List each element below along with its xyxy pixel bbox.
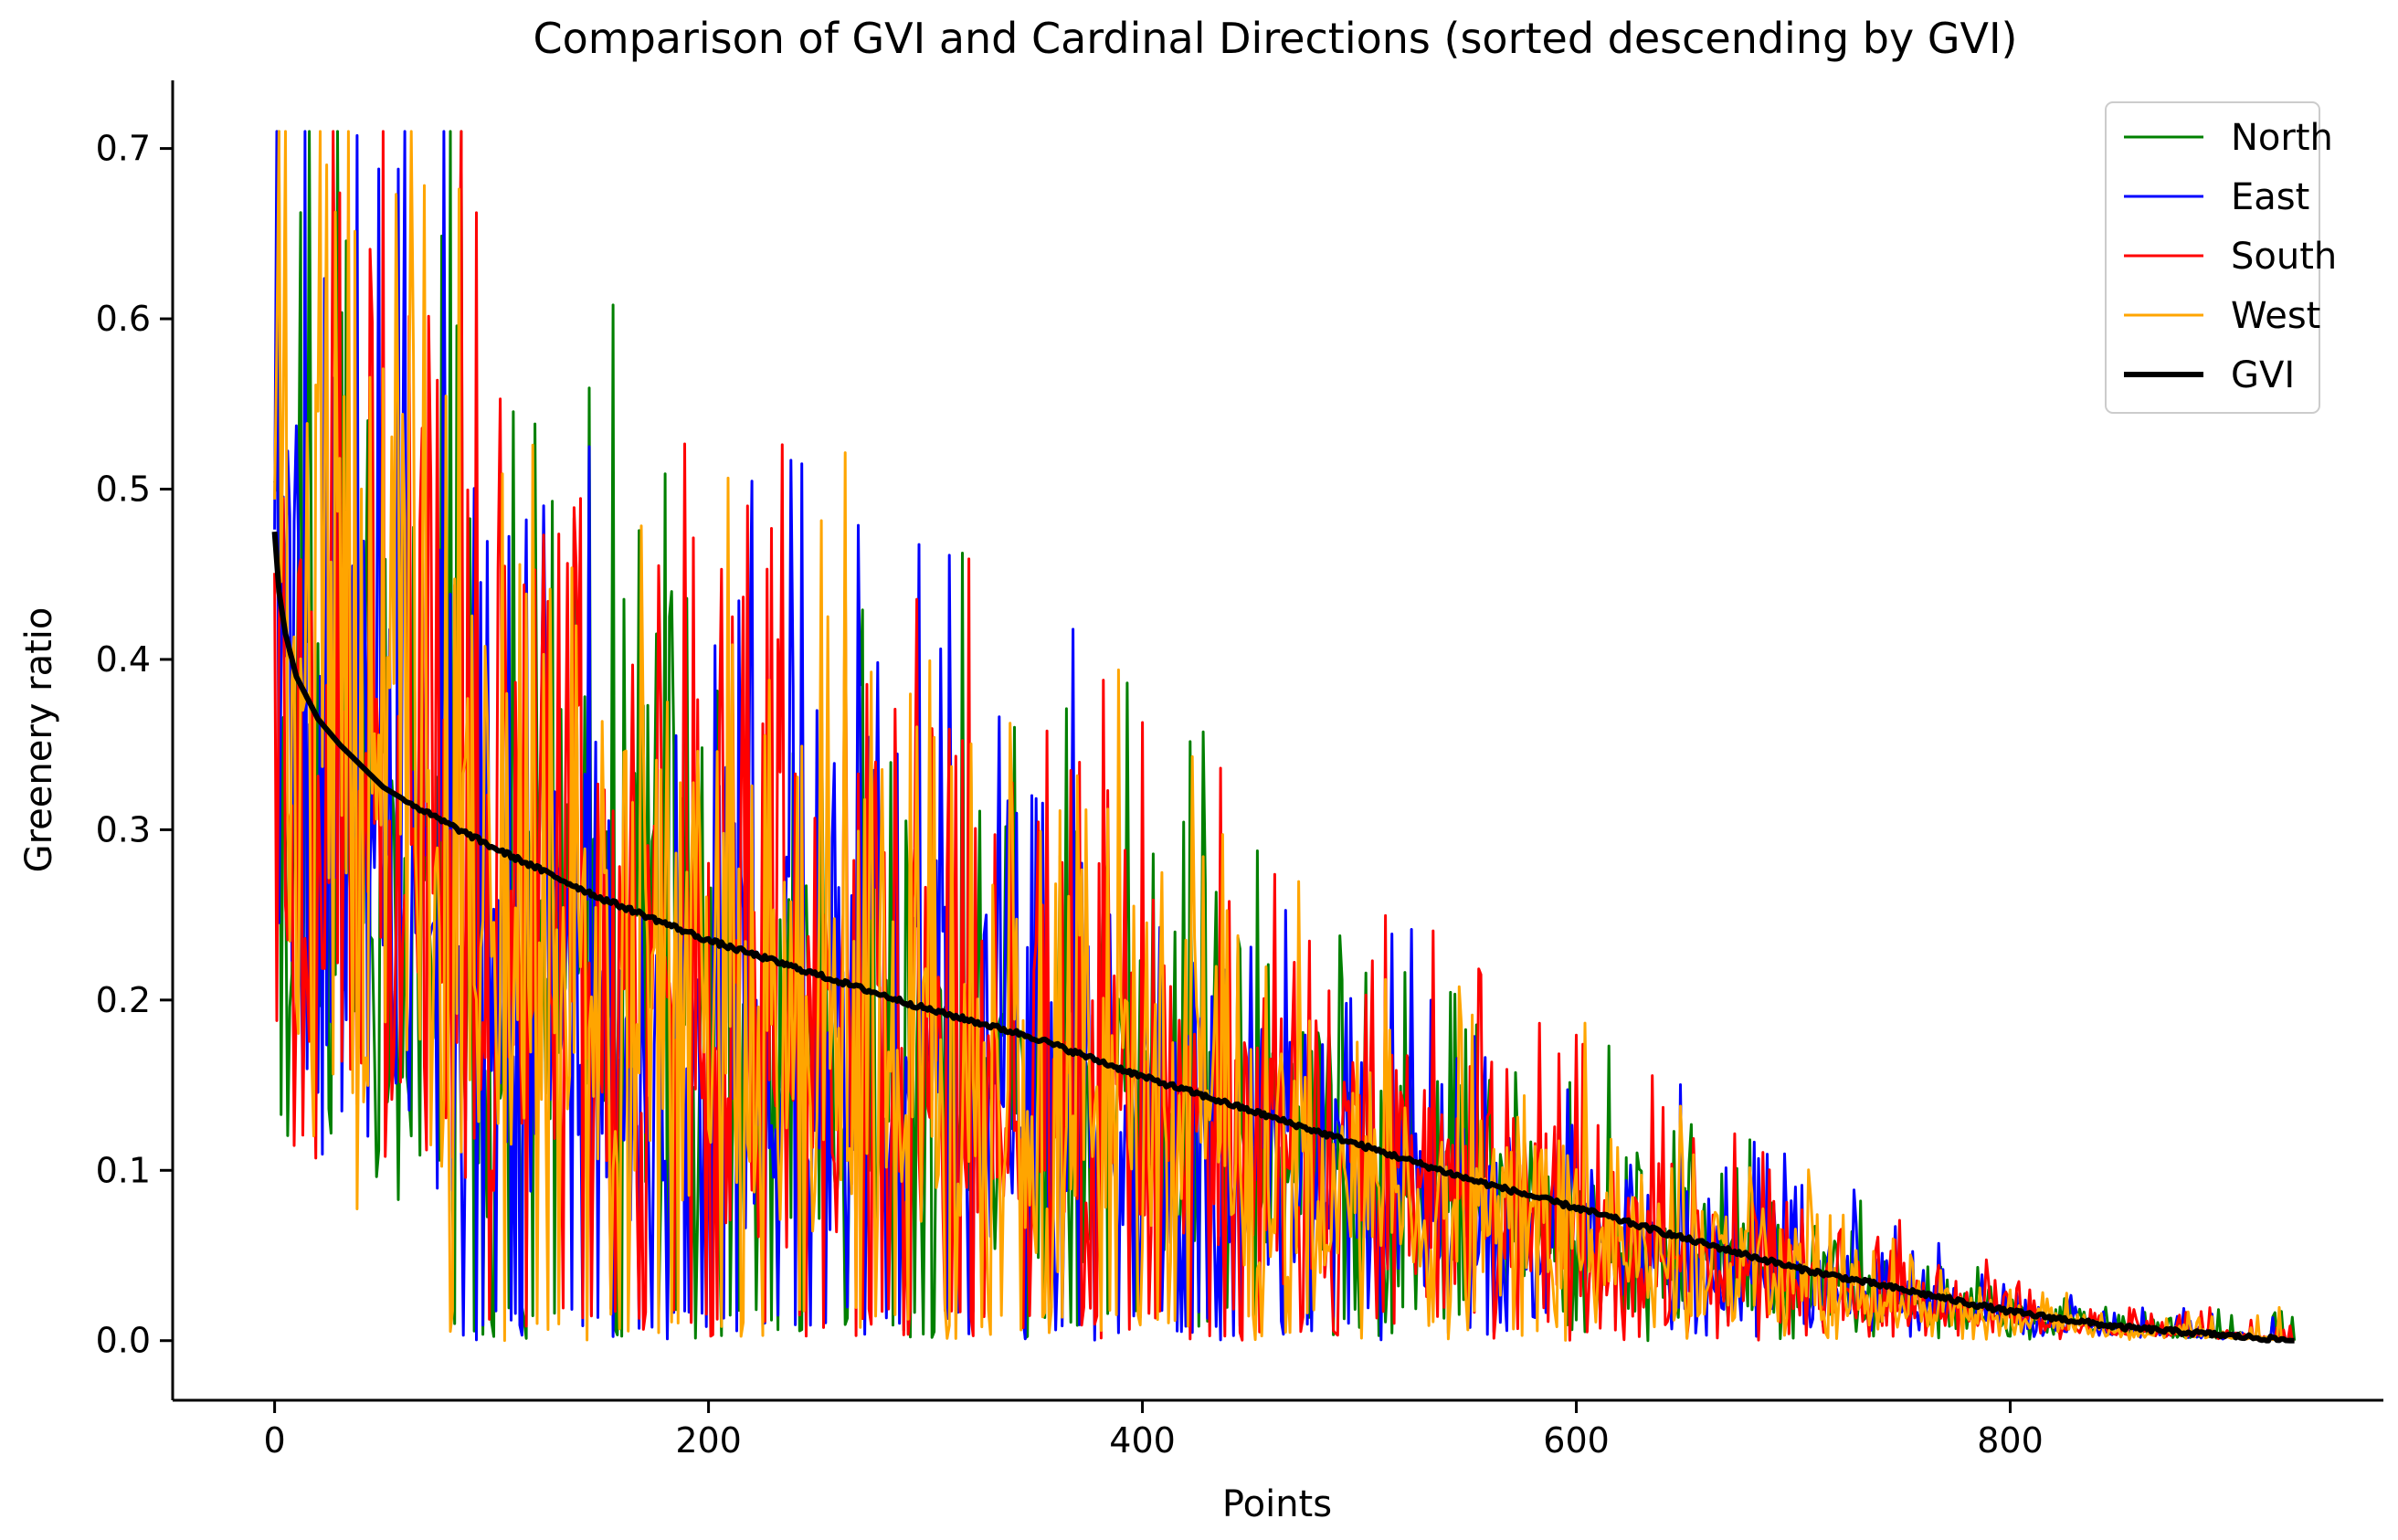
- x-tick-label: 200: [675, 1420, 742, 1461]
- legend-label-gvi: GVI: [2231, 354, 2295, 396]
- series-line-west: [273, 130, 2295, 1343]
- x-tick-label: 400: [1109, 1420, 1176, 1461]
- chart-title: Comparison of GVI and Cardinal Direction…: [533, 14, 2018, 63]
- y-tick-label: 0.4: [96, 639, 151, 680]
- x-tick-label: 800: [1977, 1420, 2044, 1461]
- x-ticks: 0 200 400 600 800: [264, 1400, 2044, 1461]
- y-tick-label: 0.7: [96, 129, 151, 169]
- legend: North East South West GVI: [2105, 101, 2337, 414]
- y-tick-label: 0.3: [96, 809, 151, 849]
- y-tick-label: 0.6: [96, 299, 151, 339]
- legend-label-east: East: [2231, 176, 2309, 218]
- y-axis-label: Greenery ratio: [18, 607, 60, 873]
- x-axis-label: Points: [1222, 1483, 1332, 1525]
- legend-label-south: South: [2231, 236, 2337, 278]
- series-line-gvi: [271, 531, 2296, 1344]
- x-tick-label: 0: [264, 1420, 286, 1461]
- y-tick-label: 0.1: [96, 1150, 151, 1190]
- legend-frame: [2105, 101, 2320, 414]
- x-tick-label: 600: [1543, 1420, 1610, 1461]
- legend-label-north: North: [2231, 117, 2333, 159]
- y-ticks: 0.0 0.1 0.2 0.3 0.4 0.5 0.6 0.7: [96, 129, 173, 1361]
- legend-label-west: West: [2231, 295, 2320, 337]
- y-tick-label: 0.2: [96, 980, 151, 1020]
- y-tick-label: 0.0: [96, 1321, 151, 1361]
- y-tick-label: 0.5: [96, 469, 151, 509]
